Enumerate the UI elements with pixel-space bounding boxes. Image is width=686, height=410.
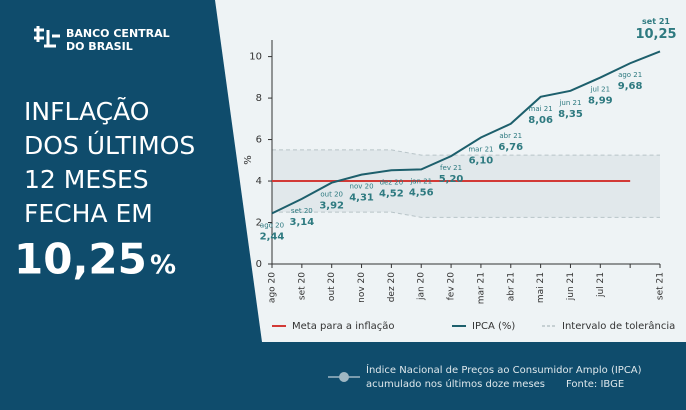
point-month-label: mar 21 <box>468 145 493 153</box>
headline-line: FECHA EM <box>24 199 153 228</box>
point-month-label: mai 21 <box>529 105 553 113</box>
x-tick-label: mai 21 <box>536 272 546 303</box>
x-tick-label: set 20 <box>297 272 307 300</box>
logo <box>34 26 60 48</box>
data-label: 9,68 <box>618 81 643 92</box>
y-tick-label: 8 <box>256 93 262 104</box>
point-month-label: jul 21 <box>590 86 610 94</box>
x-tick-label: mar 21 <box>476 272 486 304</box>
data-label: 6,76 <box>498 142 523 153</box>
tolerance-line <box>272 211 660 218</box>
data-label: 4,31 <box>349 193 374 204</box>
y-tick-label: 10 <box>249 52 262 63</box>
data-label: 3,92 <box>319 201 344 212</box>
point-month-label: set 20 <box>291 207 313 215</box>
x-tick-label: abr 21 <box>506 272 516 301</box>
x-tick-label: fev 20 <box>447 272 457 301</box>
data-label: 4,56 <box>409 187 434 198</box>
headline-line: 12 MESES <box>24 165 149 194</box>
x-tick-label: jan 20 <box>417 272 427 301</box>
legend-label: Intervalo de tolerância <box>562 320 675 332</box>
tolerance-area <box>272 149 660 218</box>
point-month-label: dez 20 <box>380 178 404 186</box>
brand-line: DO BRASIL <box>66 40 133 53</box>
y-tick-label: 6 <box>256 135 262 146</box>
big-value: 10,25 <box>14 235 147 284</box>
headline-line: DOS ÚLTIMOS <box>24 130 195 160</box>
big-unit: % <box>150 251 176 281</box>
footer-source: Fonte: IBGE <box>566 379 624 390</box>
x-tick-label: set 21 <box>656 272 666 300</box>
series-line <box>271 50 661 215</box>
point-month-label: set 21 <box>642 17 670 26</box>
data-label: 5,20 <box>439 174 464 185</box>
legend-label: Meta para a inflação <box>292 321 395 332</box>
point-month-label: ago 20 <box>260 221 284 229</box>
footer-line: Índice Nacional de Preços ao Consumidor … <box>366 363 642 376</box>
point-month-label: nov 20 <box>350 183 374 191</box>
y-tick-label: 4 <box>256 176 262 187</box>
legend-label: IPCA (%) <box>472 321 515 332</box>
point-month-label: jun 21 <box>558 99 581 107</box>
x-tick-label: out 20 <box>327 272 337 301</box>
point-month-label: ago 21 <box>618 71 642 79</box>
point-month-label: out 20 <box>320 191 343 199</box>
footer-line: acumulado nos últimos doze meses <box>366 378 545 390</box>
data-label: 4,52 <box>379 188 404 199</box>
data-label: 8,35 <box>558 109 583 120</box>
point-month-label: fev 21 <box>440 164 462 172</box>
x-tick-label: dez 20 <box>387 272 397 303</box>
point-month-label: jan 21 <box>409 177 432 185</box>
x-tick-label: jun 21 <box>566 272 576 301</box>
x-tick-label: jul 21 <box>596 272 606 298</box>
point-month-label: abr 21 <box>499 132 522 140</box>
y-tick-label: 0 <box>256 259 262 270</box>
footer-icon <box>328 372 360 382</box>
data-label: 6,10 <box>469 155 494 166</box>
tolerance-line <box>272 149 660 156</box>
data-label: 8,99 <box>588 96 613 107</box>
y-tick-label: 2 <box>256 218 262 229</box>
data-label: 10,25 <box>635 27 676 42</box>
data-label: 8,06 <box>528 115 553 126</box>
data-label: 3,14 <box>290 217 315 228</box>
x-tick-label: ago 20 <box>268 272 278 303</box>
headline-line: INFLAÇÃO <box>24 96 149 126</box>
brand-line: BANCO CENTRAL <box>66 27 170 40</box>
x-tick-label: nov 20 <box>357 272 367 303</box>
y-axis-label: % <box>243 155 254 165</box>
data-label: 2,44 <box>260 231 285 242</box>
